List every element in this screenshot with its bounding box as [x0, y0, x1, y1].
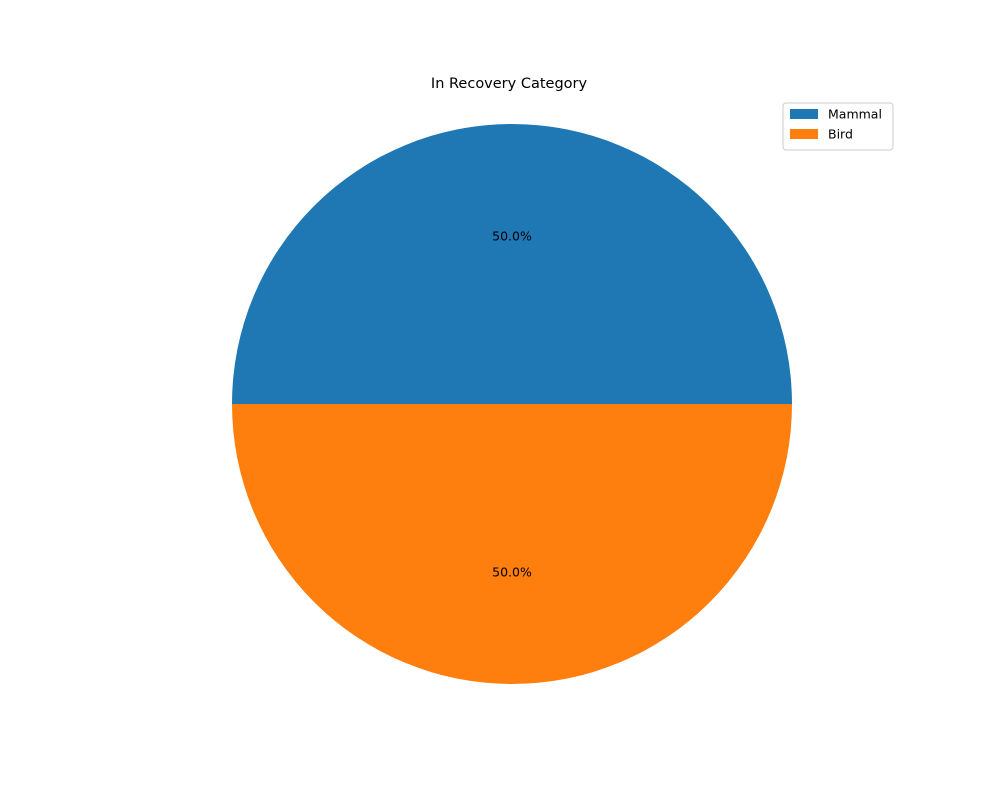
pie-slices [232, 124, 792, 684]
chart-title: In Recovery Category [431, 76, 588, 92]
legend: Mammal Bird [782, 102, 894, 151]
pie-labels: 50.0% 50.0% [492, 229, 532, 580]
pie-slice-label-mammal: 50.0% [492, 229, 532, 244]
pie-slice-label-bird: 50.0% [492, 565, 532, 580]
legend-swatch-bird [790, 129, 818, 139]
pie-slice-bird [232, 404, 792, 684]
legend-swatch-mammal [790, 109, 818, 119]
pie-slice-mammal [232, 124, 792, 404]
legend-label-bird: Bird [828, 127, 853, 142]
legend-label-mammal: Mammal [828, 107, 882, 122]
